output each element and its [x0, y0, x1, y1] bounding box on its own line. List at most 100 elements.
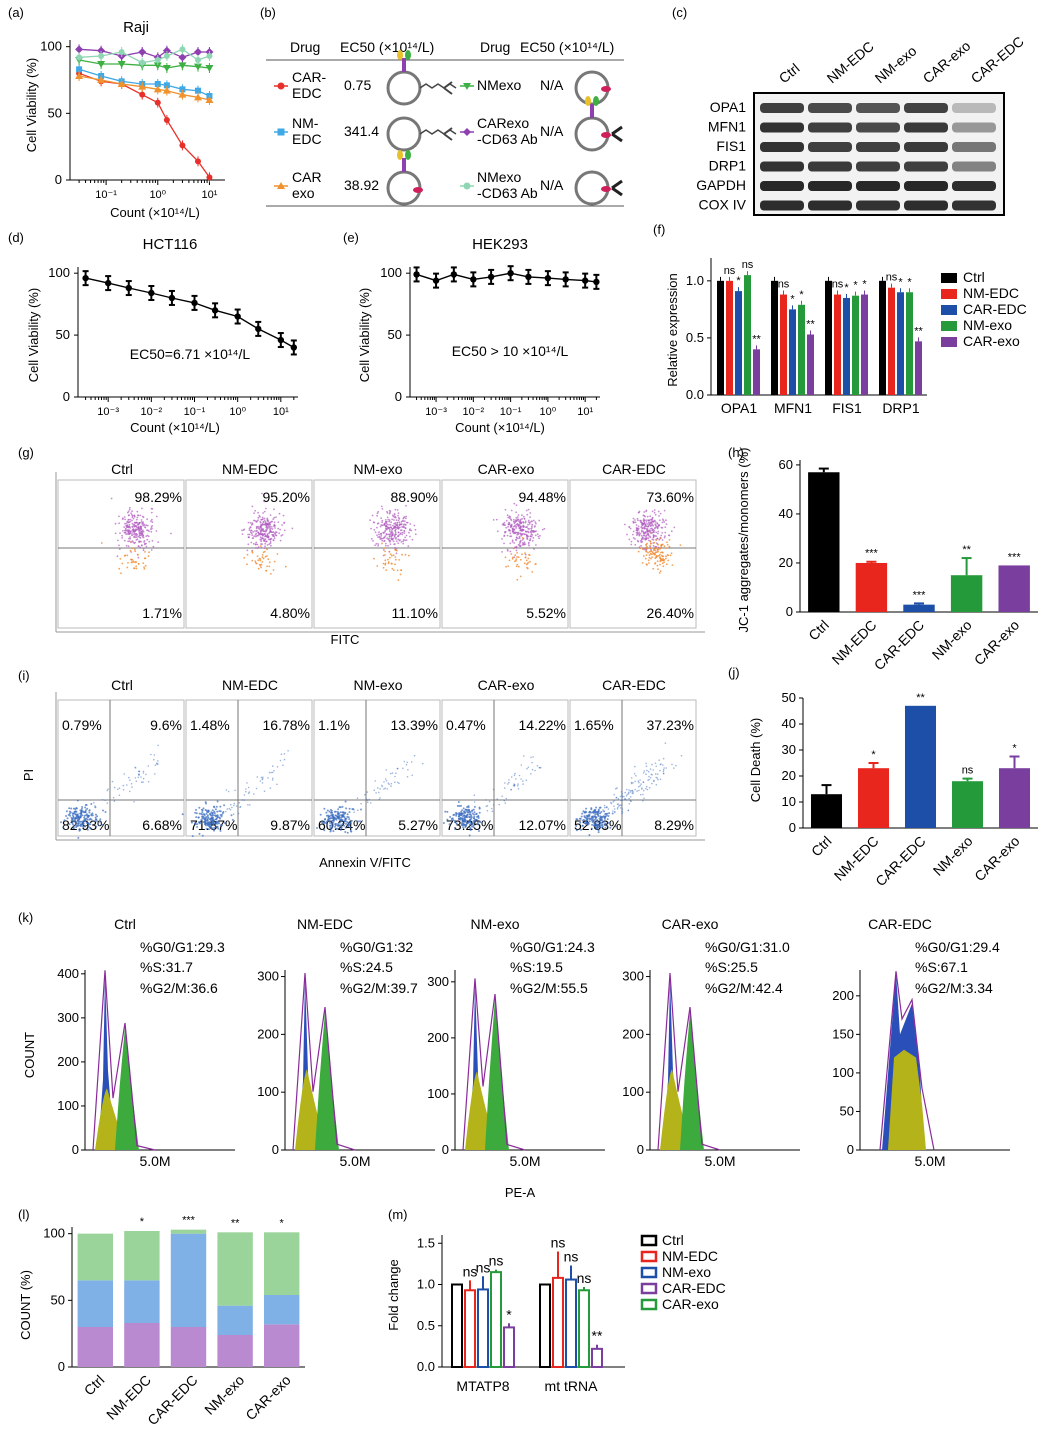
- event-dot: [148, 551, 151, 554]
- event-dot: [394, 548, 397, 551]
- event-dot: [659, 763, 662, 766]
- event-dot: [641, 788, 643, 790]
- event-dot: [94, 816, 97, 819]
- y-tick-label: 1.0: [417, 1277, 435, 1292]
- event-dot: [503, 799, 506, 802]
- data-point: [139, 59, 146, 66]
- event-dot: [642, 772, 645, 774]
- event-dot: [257, 511, 259, 514]
- x-tick-label: 10⁻²: [140, 406, 162, 418]
- event-dot: [111, 780, 114, 783]
- event-dot: [657, 546, 660, 549]
- event-dot: [602, 809, 604, 811]
- event-dot: [136, 538, 139, 541]
- event-dot: [462, 807, 465, 810]
- event-dot: [637, 525, 640, 528]
- event-dot: [245, 788, 247, 790]
- stacked-bar-segment: [77, 1233, 114, 1281]
- event-dot: [463, 819, 466, 822]
- significance-label: ns: [742, 259, 754, 271]
- blot-band: [904, 200, 948, 211]
- blot-band: [856, 161, 900, 172]
- data-point: [211, 307, 219, 314]
- event-dot: [71, 823, 74, 826]
- event-dot: [135, 565, 138, 568]
- event-dot: [639, 785, 641, 787]
- event-dot: [467, 811, 470, 814]
- event-dot: [99, 818, 102, 821]
- bar: [950, 575, 983, 612]
- event-dot: [264, 535, 267, 537]
- blot-protein-label: DRP1: [709, 158, 747, 174]
- event-dot: [219, 810, 222, 813]
- event-dot: [379, 525, 382, 528]
- event-dot: [229, 808, 232, 811]
- event-dot: [129, 518, 132, 521]
- event-dot: [519, 540, 522, 543]
- x-tick-label: 10⁰: [540, 406, 557, 418]
- event-dot: [157, 744, 159, 747]
- x-tick-label: 10⁻¹: [500, 406, 522, 418]
- event-dot: [137, 776, 140, 779]
- blot-band: [952, 181, 996, 191]
- event-dot: [243, 799, 245, 801]
- event-dot: [381, 524, 384, 527]
- event-dot: [215, 818, 218, 821]
- event-dot: [194, 811, 197, 814]
- event-dot: [376, 512, 379, 515]
- event-dot: [357, 809, 359, 811]
- event-dot: [208, 823, 211, 826]
- event-dot: [122, 530, 124, 532]
- event-dot: [656, 543, 659, 545]
- event-dot: [524, 552, 526, 554]
- event-dot: [137, 523, 140, 525]
- event-dot: [138, 770, 140, 773]
- event-dot: [522, 521, 525, 523]
- event-dot: [477, 823, 479, 826]
- legend-label: NM-EDC: [963, 285, 1019, 301]
- data-point: [581, 277, 589, 284]
- event-dot: [328, 815, 330, 818]
- blot-band: [808, 122, 852, 133]
- event-dot: [198, 832, 201, 835]
- event-dot: [645, 510, 647, 513]
- panel-a-ylabel: Cell Viability (%): [24, 58, 39, 152]
- event-dot: [257, 559, 260, 562]
- event-dot: [387, 518, 390, 521]
- event-dot: [517, 785, 519, 787]
- event-dot: [243, 557, 246, 559]
- event-dot: [275, 531, 278, 534]
- bar: [552, 1276, 564, 1368]
- event-dot: [637, 527, 640, 530]
- event-dot: [62, 826, 65, 829]
- x-tick-label: CAR-exo: [971, 833, 1023, 885]
- flow-plot-title: CAR-EDC: [602, 677, 666, 693]
- event-dot: [380, 535, 383, 537]
- event-dot: [268, 561, 271, 564]
- event-dot: [137, 535, 140, 538]
- event-dot: [409, 523, 412, 525]
- event-dot: [597, 831, 600, 834]
- event-dot: [246, 782, 248, 784]
- event-dot: [257, 531, 259, 534]
- event-dot: [655, 539, 658, 541]
- event-dot: [524, 526, 527, 528]
- panel-i-ylabel: PI: [21, 769, 36, 781]
- panel-a-xlabel: Count (×10¹⁴/L): [110, 205, 200, 220]
- event-dot: [604, 813, 607, 816]
- event-dot: [112, 796, 115, 799]
- data-point: [234, 313, 241, 320]
- event-dot: [663, 767, 665, 769]
- event-dot: [446, 818, 449, 821]
- event-dot: [411, 538, 414, 541]
- event-dot: [450, 819, 453, 822]
- event-dot: [101, 799, 104, 801]
- event-dot: [665, 557, 667, 560]
- panel-b: (b) Drug EC50 (×10¹⁴/L) Drug EC50 (×10¹⁴…: [260, 5, 624, 207]
- event-dot: [258, 533, 261, 536]
- event-dot: [393, 514, 396, 516]
- event-dot: [607, 815, 610, 817]
- event-dot: [129, 779, 131, 781]
